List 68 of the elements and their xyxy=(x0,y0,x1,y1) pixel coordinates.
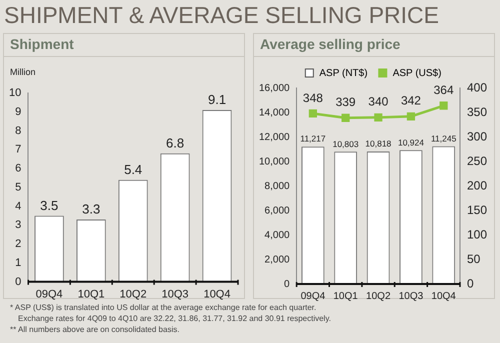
x-tick-label: 10Q1 xyxy=(78,288,105,300)
y2-tick-label: 200 xyxy=(466,178,488,192)
y-tick-label: 12,000 xyxy=(258,132,290,143)
chart-subtitle: Shipment xyxy=(4,34,244,57)
y2-tick-label: 150 xyxy=(466,202,488,217)
y-tick-label: 16,000 xyxy=(258,82,290,94)
data-label: 364 xyxy=(434,82,454,97)
data-label: 6.8 xyxy=(166,135,184,150)
x-tick-label: 10Q1 xyxy=(333,290,358,302)
data-label: 348 xyxy=(302,90,324,105)
legend-label: ASP (NT$) xyxy=(319,68,368,79)
y-tick-label: 2 xyxy=(15,238,22,250)
y-tick-label: 4 xyxy=(15,200,22,212)
data-label: 339 xyxy=(336,95,356,110)
x-tick-label: 10Q3 xyxy=(398,290,424,302)
text: Exchange rates for 4Q09 to 4Q10 are 32.22, 31.86, 31.77, 31.92 and 30.91 respectively. xyxy=(17,313,331,324)
y-tick-label: 2,000 xyxy=(264,254,290,266)
chart-title: Average selling price xyxy=(254,34,494,57)
data-label: 10,924 xyxy=(398,137,424,148)
chart-title: SHIPMENT & AVERAGE SELLING PRICE xyxy=(4,2,440,29)
y-tick-label: 0 xyxy=(284,278,290,290)
x-tick-label: 10Q3 xyxy=(162,288,189,300)
data-label: 10,803 xyxy=(332,138,359,149)
y2-tick-label: 300 xyxy=(466,129,488,144)
y-tick-label: 6,000 xyxy=(264,205,290,216)
data-label: 340 xyxy=(368,94,389,109)
data-label: 5.4 xyxy=(124,162,142,177)
y2-tick-label: 400 xyxy=(466,80,488,94)
y-tick-label: 10 xyxy=(8,87,22,100)
text: ** All numbers above are on consolidated basis. xyxy=(10,324,180,335)
y-tick-label: 5 xyxy=(15,181,22,194)
point xyxy=(406,112,416,120)
data-label: 10,818 xyxy=(365,138,392,149)
text: * ASP (US$) is translated into US dollar at the average exchange rate for each quarter. xyxy=(10,302,318,313)
y-tick-label: 1 xyxy=(15,256,22,269)
data-label: 3.3 xyxy=(82,202,100,217)
y-tick-label: 3 xyxy=(15,219,22,232)
data-label: 11,245 xyxy=(430,133,457,144)
legend-label: ASP (US$) xyxy=(392,68,442,79)
y2-tick-label: 250 xyxy=(466,154,488,168)
x-tick-label: 10Q2 xyxy=(120,288,147,300)
data-label: 3.5 xyxy=(40,198,58,213)
y-tick-label: 9 xyxy=(15,106,22,118)
y2-tick-label: 100 xyxy=(466,227,488,242)
point xyxy=(440,102,448,110)
y-axis-title: Million xyxy=(10,67,36,77)
x-tick-label: 10Q4 xyxy=(431,290,456,302)
y-tick-label: 10,000 xyxy=(258,156,290,168)
data-label: 11,217 xyxy=(300,134,326,144)
x-tick-label: 10Q2 xyxy=(366,290,391,302)
y2-tick-label: 0 xyxy=(466,276,474,290)
data-label: 342 xyxy=(400,94,422,108)
point xyxy=(374,113,382,122)
y-tick-label: 8,000 xyxy=(264,180,290,192)
y-tick-label: 6 xyxy=(15,162,22,175)
y-tick-label: 4,000 xyxy=(264,230,290,241)
x-tick-label: 09Q4 xyxy=(36,288,63,300)
y2-tick-label: 50 xyxy=(466,252,481,266)
x-tick-label: 09Q4 xyxy=(300,290,326,302)
y-tick-label: 7 xyxy=(15,144,22,156)
point xyxy=(342,114,350,122)
x-tick-label: 10Q4 xyxy=(204,288,230,300)
y-tick-label: 14,000 xyxy=(258,107,290,118)
point xyxy=(308,109,318,118)
y-tick-label: 0 xyxy=(15,276,22,288)
y2-tick-label: 350 xyxy=(466,104,488,119)
y-tick-label: 8 xyxy=(15,124,22,137)
data-label: 9.1 xyxy=(208,92,226,108)
